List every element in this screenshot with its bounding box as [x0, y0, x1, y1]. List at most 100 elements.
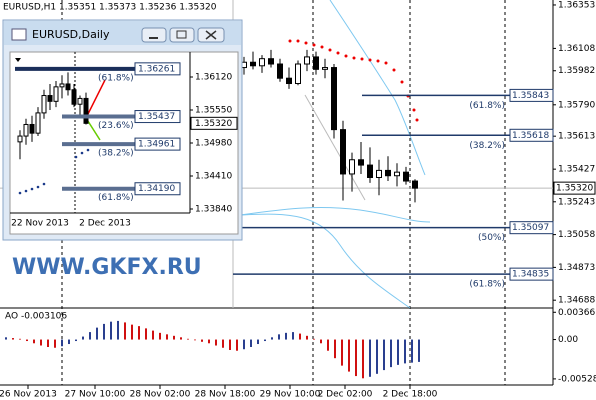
candle-body	[403, 171, 409, 182]
ao-tick-label: 0.00366	[558, 308, 595, 318]
ao-bar	[264, 339, 266, 342]
y-tick-label: 1.36108	[558, 44, 595, 54]
ao-bar	[250, 339, 252, 347]
candle-body	[71, 89, 77, 105]
x-tick-label: 28 Nov 02:00	[130, 390, 191, 400]
inset-fib-box	[134, 182, 181, 196]
y-tick-label: 1.35243	[558, 197, 595, 207]
trend-line	[304, 94, 366, 201]
x-tick-label: 27 Nov 10:00	[65, 390, 126, 400]
candle-body	[259, 58, 265, 67]
maximize-button[interactable]	[169, 27, 195, 43]
ao-bar	[131, 324, 133, 340]
inset-fib-price: 1.34190	[138, 184, 175, 194]
ao-bar	[5, 337, 7, 340]
fib-price-label: 1.35843	[512, 91, 549, 101]
fib-percent-label: (38.2%)	[469, 141, 505, 151]
inset-fib-percent: (61.8%)	[98, 73, 134, 83]
band-lower	[241, 213, 411, 309]
ao-bar	[306, 335, 308, 340]
ao-bar	[33, 339, 35, 344]
inset-fib-percent: (38.2%)	[98, 149, 134, 159]
inset-chart: 1.36120 1.35550 1.34980 1.34410 1.33840 1.353…	[11, 62, 238, 229]
inset-y-tick-label: 1.34410	[195, 172, 232, 182]
inset-marker	[15, 58, 21, 62]
ao-bar	[19, 338, 21, 340]
inset-y-tick-label: 1.33840	[195, 205, 232, 215]
inset-window: EURUSD,Daily 1.36120 1.35550 1.34980 1.3441…	[2, 19, 243, 241]
y-tick-label: 1.34688	[558, 296, 595, 306]
candle-body	[29, 123, 35, 134]
ao-bar	[404, 339, 406, 364]
x-tick-label: 28 Nov 18:00	[195, 390, 256, 400]
candle-body	[47, 95, 53, 102]
inset-current-box	[190, 116, 238, 130]
current-price-label: 1.35320	[556, 184, 593, 194]
x-tick-label: 29 Nov 10:00	[260, 390, 321, 400]
candle-body	[367, 164, 373, 178]
inset-fib-price: 1.34961	[138, 140, 175, 150]
candle-body	[23, 123, 29, 137]
candle-body	[250, 61, 256, 67]
fib-percent-label: (50%)	[478, 233, 505, 243]
ao-bar	[68, 339, 70, 345]
minimize-button[interactable]	[141, 27, 167, 43]
window-icon	[11, 28, 27, 41]
candle-body	[394, 171, 400, 177]
ao-bar	[334, 339, 336, 359]
fib-price-box	[509, 221, 554, 235]
fib-price-label: 1.34835	[512, 270, 549, 280]
candle-body	[286, 77, 292, 85]
inset-y-tick-label: 1.36120	[195, 73, 232, 83]
ao-bar	[82, 336, 84, 340]
candle-body	[268, 58, 274, 65]
candle-body	[77, 97, 83, 105]
inset-fib-box	[134, 137, 181, 151]
candle-body	[349, 159, 355, 175]
candle-body	[41, 95, 47, 114]
ao-bar	[201, 339, 203, 342]
ao-bar	[299, 333, 301, 340]
ao-bar	[103, 323, 105, 340]
ao-bar	[390, 339, 392, 368]
ao-bar	[166, 334, 168, 340]
candle-body	[59, 83, 65, 88]
ao-bar	[376, 339, 378, 374]
ao-bar	[215, 339, 217, 346]
candle-body	[83, 97, 89, 124]
ao-bar	[229, 339, 231, 350]
ao-bar	[257, 339, 259, 345]
ao-bar	[341, 339, 343, 366]
fib-percent-label: (61.8%)	[469, 280, 505, 290]
ao-bar	[327, 339, 329, 351]
inset-fib-price: 1.35437	[138, 112, 175, 122]
fib-trend-red	[85, 79, 106, 119]
ao-bar	[12, 338, 14, 340]
candle-body	[313, 56, 319, 70]
ao-bar	[194, 339, 196, 341]
ao-bar	[278, 334, 280, 340]
y-tick-label: 1.36353	[558, 0, 595, 10]
ao-bar	[89, 332, 91, 340]
ao-bar	[54, 339, 56, 348]
y-tick-label: 1.35058	[558, 230, 595, 240]
inset-current-label: 1.35320	[195, 119, 232, 129]
ao-bar	[355, 339, 357, 377]
y-tick-label: 1.35982	[558, 66, 595, 76]
ao-bar	[159, 332, 161, 340]
ao-bar	[61, 339, 63, 347]
fib-price-box	[509, 128, 554, 142]
inset-y-tick-label: 1.34980	[195, 139, 232, 149]
ao-bar	[292, 332, 294, 340]
candle-body	[385, 169, 391, 177]
ao-bar	[397, 339, 399, 365]
ao-bar	[418, 339, 420, 362]
inset-fib-price: 1.36261	[138, 64, 175, 74]
inset-fib-box	[134, 62, 181, 76]
ao-bar	[271, 337, 273, 340]
band-lower-inner	[239, 207, 431, 223]
candle-body	[17, 135, 23, 143]
ao-bar	[173, 335, 175, 340]
ao-label: AO -0.003106	[5, 312, 67, 322]
